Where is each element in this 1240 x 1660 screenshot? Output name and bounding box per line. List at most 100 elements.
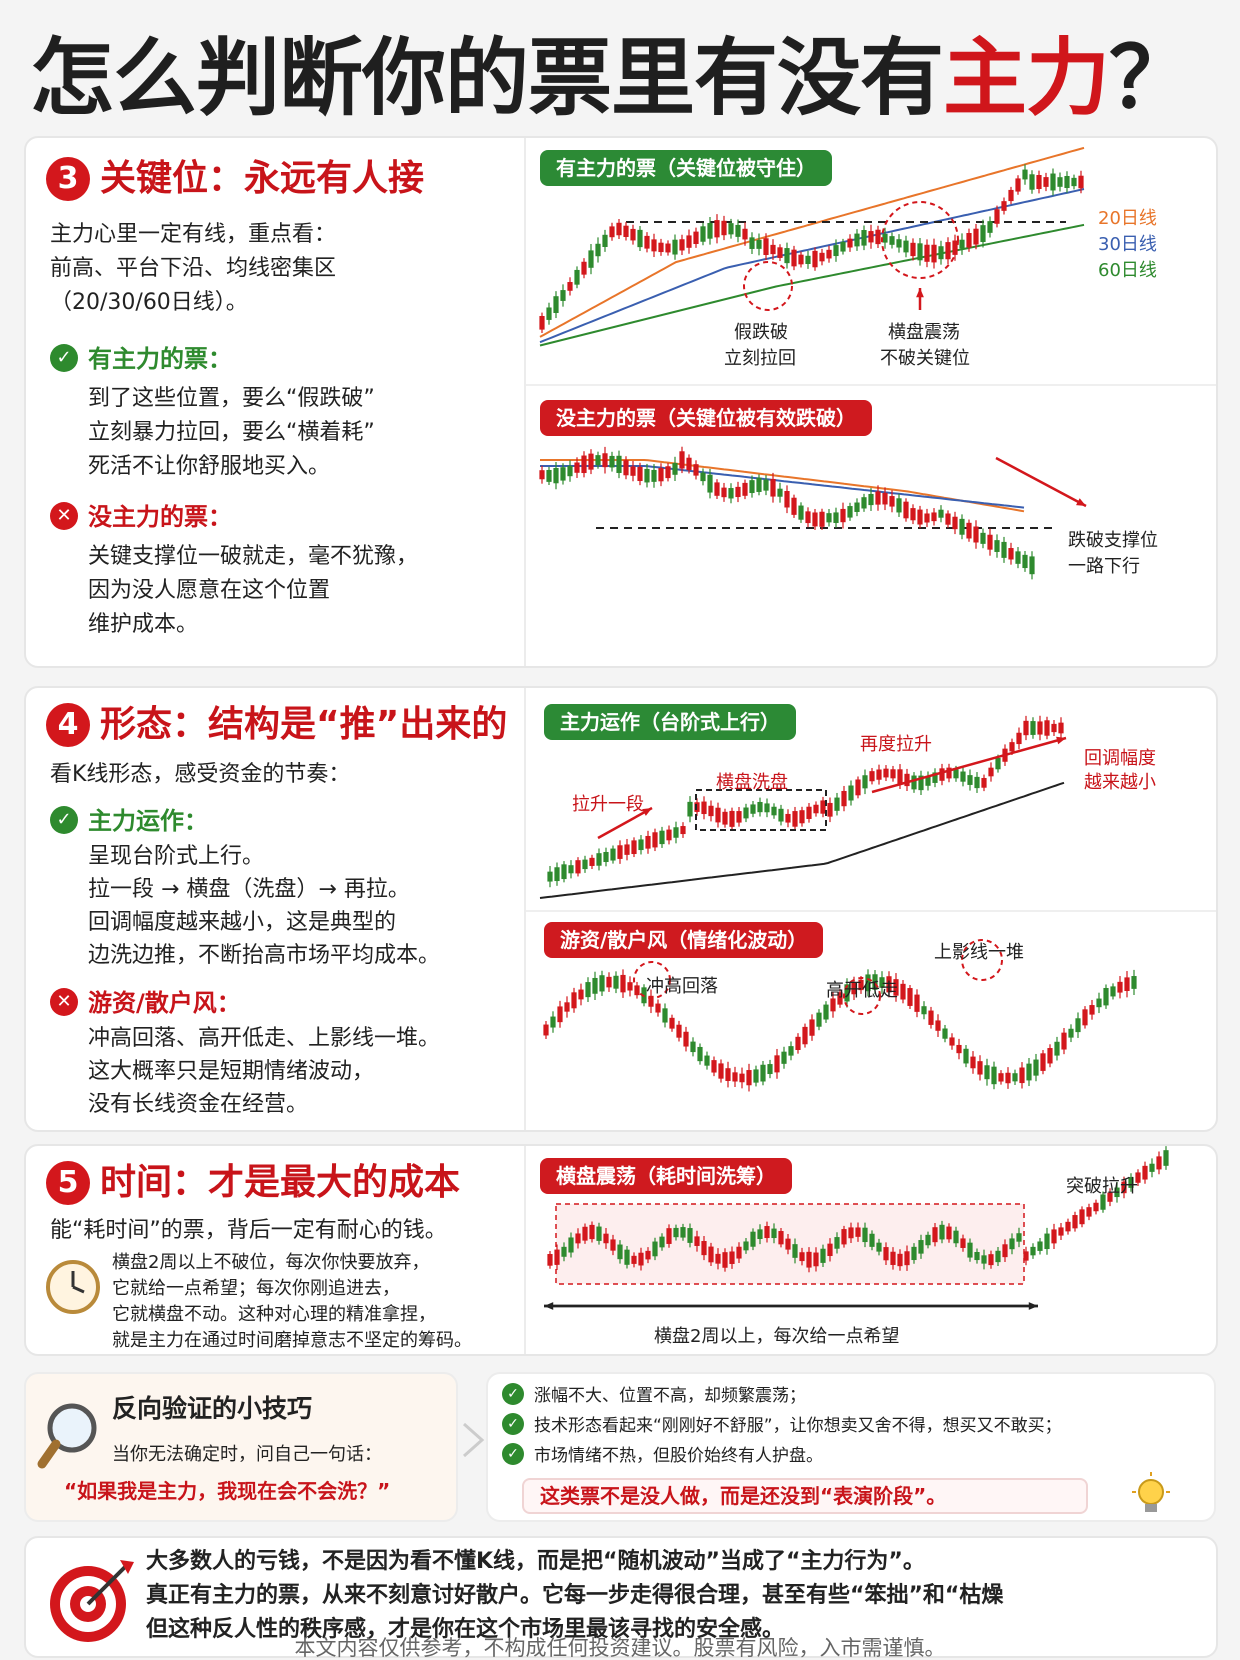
candle-body xyxy=(750,1231,756,1247)
s3-intro-3: （20/30/60日线）。 xyxy=(50,290,248,315)
s4-chart-column: 主力运作（台阶式上行） 拉升一段 横盘洗盘 再度拉升 回调幅度 越来越小 游资/… xyxy=(524,688,1216,1130)
candle-body xyxy=(953,769,959,779)
s4-shrink-arrow xyxy=(871,736,1067,794)
candle-body xyxy=(1142,1165,1148,1180)
candle-body xyxy=(834,797,840,811)
candle-body xyxy=(553,296,559,313)
s4-text-column: 4 形态：结构是“推”出来的 看K线形态，感受资金的节奏： ✓ 主力运作： 呈现台阶… xyxy=(26,688,522,1130)
s3-ann-sideways-1: 横盘震荡 xyxy=(888,322,960,343)
candle-body xyxy=(914,994,920,1012)
candle-body xyxy=(924,513,930,523)
s5-number-badge: 5 xyxy=(46,1161,90,1205)
s5-line-1: 横盘2周以上不破位，每次你快要放弃， xyxy=(112,1252,430,1273)
s4-yes-line-4: 边洗边推，不断抬高市场平均成本。 xyxy=(88,943,441,968)
tips-check-3-text: 市场情绪不热，但股价始终有人护盘。 xyxy=(534,1446,823,1466)
candle-body xyxy=(798,505,804,520)
s3-no-line-2: 因为没人愿意在这个位置 xyxy=(88,578,331,603)
wash-box xyxy=(695,789,827,831)
candle-body xyxy=(672,463,678,475)
candle-body xyxy=(736,1246,742,1259)
candle-body xyxy=(921,1006,927,1015)
candle-body xyxy=(778,1231,784,1245)
candle-body xyxy=(994,209,1000,224)
candle-body xyxy=(805,255,811,264)
candle-body xyxy=(638,839,644,851)
candle-body xyxy=(988,1254,994,1266)
s5-line-4: 就是主力在通过时间磨掉意志不坚定的筹码。 xyxy=(112,1330,472,1351)
candle-body xyxy=(771,1228,777,1239)
candle-body xyxy=(547,1254,553,1266)
candle-body xyxy=(903,240,909,253)
candle-body xyxy=(623,225,629,238)
candle-body xyxy=(561,864,567,880)
candle-body xyxy=(1008,548,1014,560)
candle-body xyxy=(862,1227,868,1243)
candle-body xyxy=(1050,173,1056,191)
candle-body xyxy=(931,512,937,522)
candle-body xyxy=(714,220,720,238)
candle-body xyxy=(904,773,910,787)
candle-body xyxy=(960,1238,966,1248)
candle-body xyxy=(1022,554,1028,569)
tips-check-1-text: 涨幅不大、位置不高，却频繁震荡； xyxy=(534,1386,806,1406)
candle-body xyxy=(687,1228,693,1243)
s3-ann-fake-break-2: 立刻拉回 xyxy=(724,348,796,369)
candle-body xyxy=(539,315,545,330)
candle-body xyxy=(1036,175,1042,189)
candle-body xyxy=(1071,177,1077,187)
ma30-label: 30日线 xyxy=(1098,234,1157,255)
s5-line-2: 它就给一点希望；每次你刚追进去， xyxy=(112,1278,400,1299)
candle-body xyxy=(1082,1009,1088,1026)
candle-body xyxy=(582,1226,588,1241)
candle-body xyxy=(1072,1215,1078,1229)
candle-body xyxy=(995,757,1001,770)
candle-body xyxy=(676,1024,682,1038)
summary-card: 大多数人的亏钱，不是因为看不懂K线，而是把“随机波动”当成了“主力行为”。 真正… xyxy=(24,1536,1218,1658)
candle-body xyxy=(938,246,944,260)
spike-circle xyxy=(633,961,671,999)
s5-chart-svg xyxy=(544,1146,1169,1310)
candle-body xyxy=(868,493,874,506)
candle-body xyxy=(715,1253,721,1264)
candle-body xyxy=(1051,1229,1057,1244)
candle-body xyxy=(539,470,545,480)
tips-left-card: 反向验证的小技巧 当你无法确定时，问自己一句话： “如果我是主力，我现在会不会洗… xyxy=(24,1372,458,1522)
candle-body xyxy=(715,807,721,823)
candle-body xyxy=(1075,1018,1081,1033)
candle-body xyxy=(844,984,850,1002)
candle-body xyxy=(602,234,608,247)
candle-body xyxy=(613,975,619,989)
candle-body xyxy=(900,983,906,1000)
candle-body xyxy=(925,776,931,786)
candle-body xyxy=(567,282,573,291)
candle-body xyxy=(750,804,756,814)
target-icon xyxy=(50,1560,134,1642)
candle-body xyxy=(644,468,650,483)
candle-body xyxy=(883,768,889,778)
candle-body xyxy=(1033,1059,1039,1076)
candle-body xyxy=(893,979,899,996)
candle-body xyxy=(616,455,622,473)
candle-body xyxy=(683,1031,689,1047)
candle-body xyxy=(616,222,622,236)
candle-body xyxy=(770,244,776,255)
tips-quote: “如果我是主力，我现在会不会洗？” xyxy=(64,1479,391,1503)
candle-body xyxy=(690,1041,696,1053)
candle-body xyxy=(946,767,952,779)
s5-ann-breakout: 突破拉升 xyxy=(1066,1176,1138,1197)
ma60-line xyxy=(539,223,1085,347)
tips-check-3: ✓ 市场情绪不热，但股价始终有人护盘。 xyxy=(502,1442,823,1470)
candle-body xyxy=(1103,987,1109,1006)
candle-body xyxy=(841,1229,847,1245)
s4-chart1-tag: 主力运作（台阶式上行） xyxy=(544,704,796,740)
s3-yes-line-1: 到了这些位置，要么“假跌破” xyxy=(88,386,375,411)
candle-body xyxy=(701,1240,707,1256)
candle-body xyxy=(721,220,727,236)
candle-body xyxy=(648,995,654,1007)
candle-body xyxy=(1093,1202,1099,1212)
lightbulb-icon xyxy=(1132,1472,1170,1512)
candle-body xyxy=(872,974,878,990)
breakdown-arrow-head xyxy=(1076,498,1086,506)
candle-body xyxy=(991,1066,997,1085)
candle-body xyxy=(826,513,832,523)
